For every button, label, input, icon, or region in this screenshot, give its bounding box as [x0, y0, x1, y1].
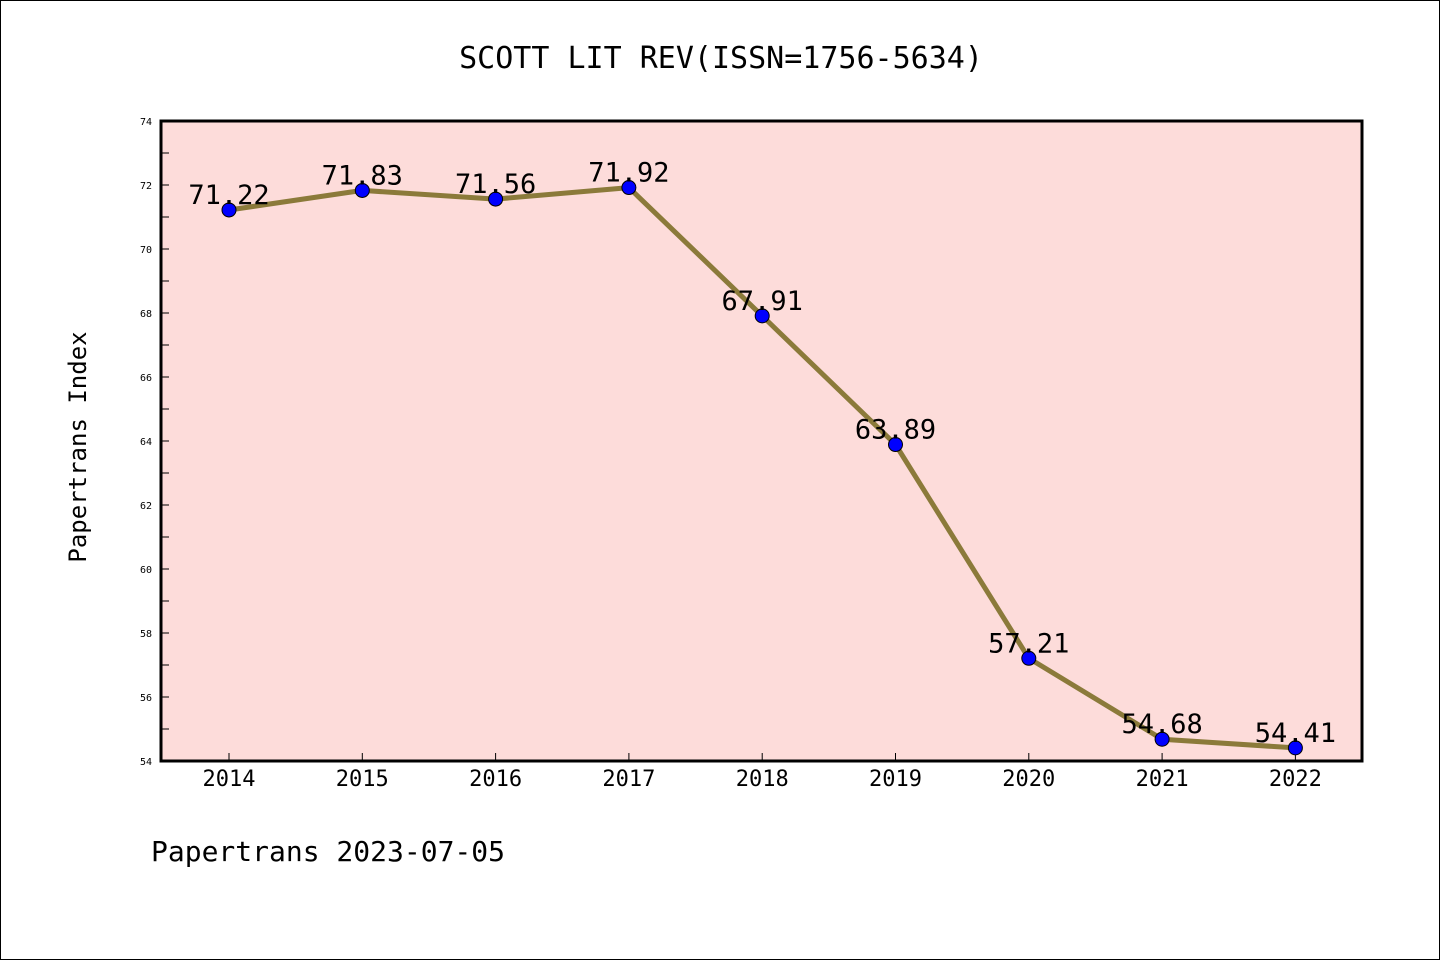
y-tick-label: 70	[140, 245, 152, 256]
data-point	[221, 202, 237, 218]
data-label: 71.92	[588, 158, 669, 189]
data-label: 67.91	[722, 286, 803, 317]
data-point	[754, 308, 770, 324]
plot-area	[161, 121, 1362, 761]
y-tick-label: 60	[140, 565, 152, 576]
x-axis: 2014 2015 2016 2017 2018 2019 2020 2021 2022	[203, 753, 1322, 792]
data-point	[621, 180, 637, 196]
data-point	[888, 437, 903, 453]
x-tick-label: 2015	[336, 767, 389, 792]
y-axis-label: Papertrans Index	[64, 331, 92, 562]
data-label: 54.68	[1121, 709, 1202, 740]
x-tick-label: 2014	[203, 767, 256, 792]
series-markers	[221, 180, 1303, 756]
data-label: 71.56	[455, 169, 536, 200]
data-point	[354, 182, 370, 198]
x-tick-label: 2021	[1136, 767, 1189, 792]
data-point	[1154, 731, 1170, 747]
y-tick-label: 54	[140, 757, 152, 768]
chart-title: SCOTT LIT REV(ISSN=1756-5634)	[459, 41, 983, 76]
data-labels: 71.22 71.83 71.56 71.92 67.91 63.89 57.21 54.68…	[188, 158, 1336, 749]
data-label: 71.22	[188, 180, 269, 211]
data-label: 71.83	[322, 160, 403, 191]
data-label: 63.89	[855, 415, 936, 446]
plot-border	[159, 119, 1364, 763]
data-label: 54.41	[1255, 718, 1336, 749]
data-point	[1287, 740, 1303, 756]
data-point	[488, 191, 504, 207]
y-tick-label: 56	[140, 693, 152, 704]
y-tick-label: 58	[140, 629, 152, 640]
x-tick-label: 2019	[869, 767, 922, 792]
data-point	[1021, 650, 1037, 666]
y-tick-label: 74	[140, 117, 152, 128]
y-tick-label: 62	[140, 501, 152, 512]
x-tick-label: 2018	[736, 767, 789, 792]
x-tick-label: 2022	[1269, 767, 1322, 792]
y-tick-label: 64	[140, 437, 152, 448]
x-tick-label: 2017	[602, 767, 655, 792]
x-tick-label: 2016	[469, 767, 522, 792]
data-label: 57.21	[988, 628, 1069, 659]
footer-text: Papertrans 2023-07-05	[151, 835, 506, 868]
y-tick-label: 68	[140, 309, 152, 320]
y-tick-label: 72	[140, 181, 152, 192]
x-tick-label: 2020	[1002, 767, 1055, 792]
y-tick-label: 66	[140, 373, 152, 384]
